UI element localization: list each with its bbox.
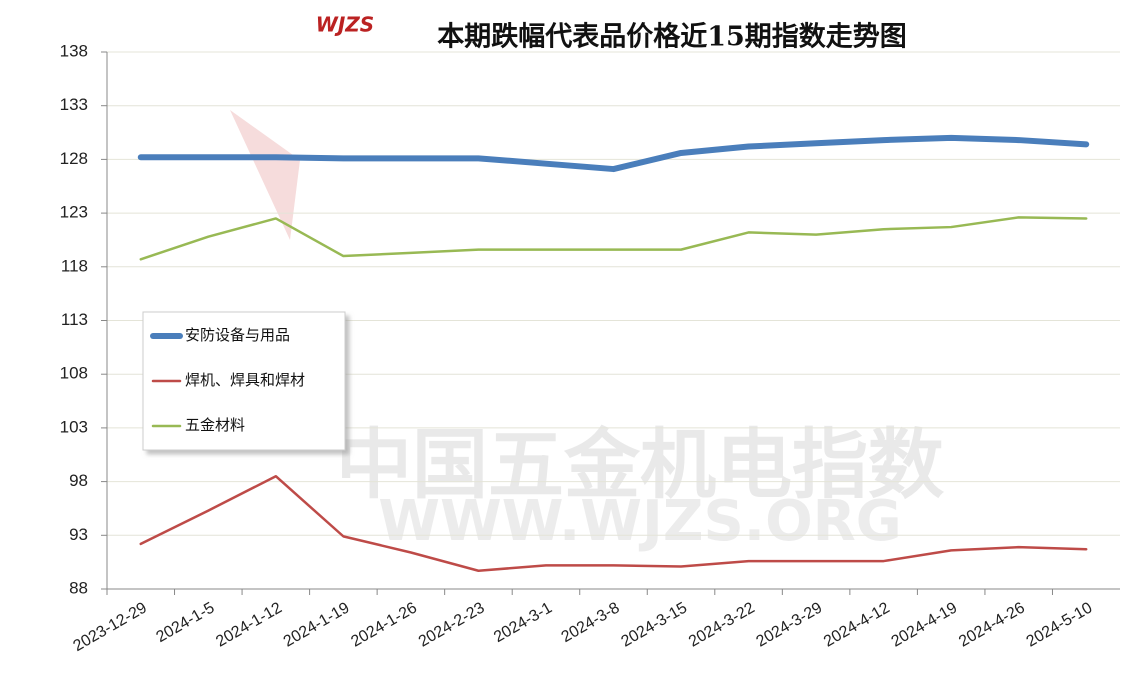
x-tick-label: 2024-1-12 [213, 599, 285, 650]
x-tick-label: 2024-1-19 [281, 599, 353, 650]
y-tick-label: 118 [61, 256, 88, 275]
y-tick-label: 98 [69, 471, 88, 490]
y-tick-label: 133 [60, 95, 88, 114]
legend-label: 焊机、焊具和焊材 [185, 371, 305, 389]
legend-label: 五金材料 [185, 416, 245, 434]
x-tick-label: 2024-3-1 [491, 599, 555, 646]
series-line [137, 134, 1090, 173]
x-tick-label: 2023-12-29 [70, 599, 149, 655]
y-tick-label: 123 [60, 203, 88, 222]
legend-label: 安防设备与用品 [185, 326, 290, 344]
series-line [139, 216, 1088, 261]
y-tick-label: 108 [60, 364, 88, 383]
y-tick-label: 88 [69, 578, 88, 597]
logo: WJZS [316, 13, 374, 37]
x-tick-label: 2024-3-29 [754, 599, 826, 650]
chart-title: 本期跌幅代表品价格近15期指数走势图 [437, 22, 907, 53]
x-tick-label: 2024-4-19 [889, 599, 961, 650]
y-tick-label: 128 [60, 149, 88, 168]
y-tick-label: 113 [61, 310, 88, 329]
y-tick-label: 93 [69, 525, 88, 544]
x-tick-label: 2024-3-22 [686, 599, 758, 650]
x-tick-label: 2024-5-10 [1024, 599, 1096, 650]
y-tick-label: 103 [60, 417, 88, 436]
watermark-arrow [230, 110, 300, 240]
series-line [139, 474, 1088, 572]
y-tick-label: 138 [60, 41, 88, 60]
x-tick-label: 2024-1-26 [348, 599, 420, 650]
x-tick-label: 2024-3-8 [559, 599, 623, 646]
x-tick-label: 2024-1-5 [153, 599, 217, 646]
watermark: WWW.WJZS.ORG [378, 489, 902, 554]
x-tick-label: 2024-2-23 [416, 599, 488, 650]
x-tick-label: 2024-3-15 [618, 599, 690, 650]
watermark: 中国五金机电指数 [336, 420, 944, 509]
x-tick-label: 2024-4-12 [821, 599, 893, 650]
x-tick-label: 2024-4-26 [956, 599, 1028, 650]
